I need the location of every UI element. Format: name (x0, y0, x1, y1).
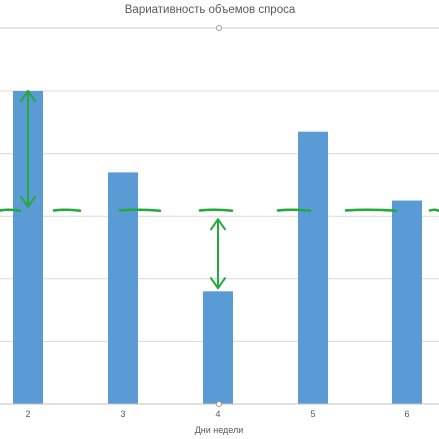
average-dash (428, 208, 439, 213)
resize-handle-top[interactable] (216, 25, 222, 31)
average-dash (52, 208, 82, 213)
x-tick-label: 2 (25, 409, 30, 419)
bar-day-3 (108, 172, 138, 404)
arrowhead-down (210, 277, 226, 290)
x-axis-title: Дни недели (195, 425, 244, 435)
arrowhead-down (20, 195, 36, 208)
x-tick-label: 5 (310, 409, 315, 419)
bar-day-6 (392, 200, 422, 404)
resize-handle-bottom[interactable] (216, 401, 222, 407)
average-dash (198, 208, 234, 213)
gridlines (0, 90, 439, 342)
bar-day-4 (203, 291, 233, 404)
hand-drawn-annotations (0, 90, 439, 290)
x-tick-label: 4 (215, 409, 220, 419)
chart-title: Вариативность объемов спроса (125, 4, 296, 16)
average-dash (118, 208, 162, 213)
x-axis-ticks: 2 3 4 5 6 (25, 409, 409, 419)
average-dash (276, 208, 312, 213)
average-dash (344, 208, 398, 213)
arrowhead-up (210, 218, 226, 231)
average-dash (0, 208, 22, 213)
x-tick-label: 6 (404, 409, 409, 419)
arrowhead-up (20, 90, 36, 102)
bar-day-5 (298, 131, 328, 404)
x-tick-label: 3 (120, 409, 125, 419)
